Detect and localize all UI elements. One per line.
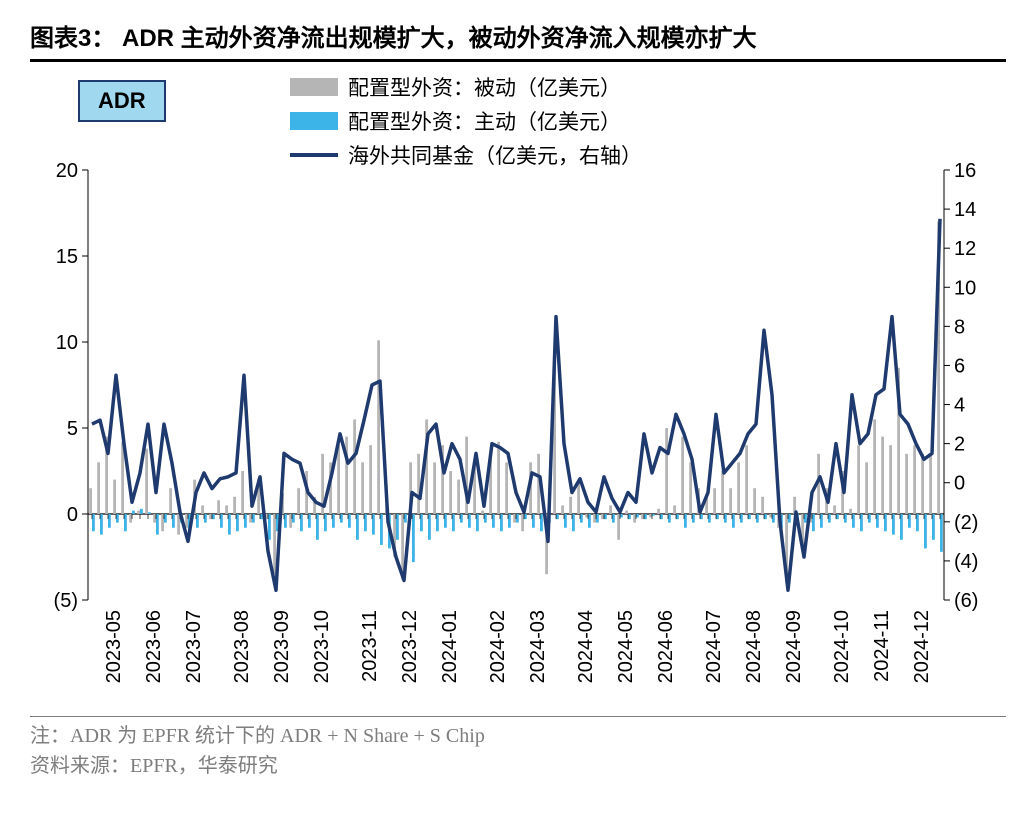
legend-label-passive: 配置型外资：被动（亿美元） xyxy=(348,72,621,102)
chart-title: 图表3： ADR 主动外资净流出规模扩大，被动外资净流入规模亦扩大 xyxy=(30,18,1006,62)
svg-text:8: 8 xyxy=(954,316,965,338)
legend-line-fund xyxy=(290,153,338,157)
svg-text:2024-10: 2024-10 xyxy=(831,610,853,683)
legend: 配置型外资：被动（亿美元） 配置型外资：主动（亿美元） 海外共同基金（亿美元，右… xyxy=(290,72,642,174)
svg-text:5: 5 xyxy=(67,418,78,440)
chart-footer: 注：ADR 为 EPFR 统计下的 ADR + N Share + S Chip… xyxy=(30,716,1006,781)
svg-text:16: 16 xyxy=(954,160,976,182)
legend-swatch-active xyxy=(290,112,338,130)
footer-note: 注：ADR 为 EPFR 统计下的 ADR + N Share + S Chip xyxy=(30,721,1006,751)
svg-text:(5): (5) xyxy=(54,590,78,612)
svg-text:2024-09: 2024-09 xyxy=(783,610,805,683)
legend-swatch-passive xyxy=(290,78,338,96)
legend-label-fund: 海外共同基金（亿美元，右轴） xyxy=(348,140,642,170)
svg-text:0: 0 xyxy=(67,504,78,526)
svg-text:15: 15 xyxy=(56,246,78,268)
svg-text:6: 6 xyxy=(954,355,965,377)
svg-text:(6): (6) xyxy=(954,590,978,612)
legend-item-active: 配置型外资：主动（亿美元） xyxy=(290,106,642,136)
legend-item-fund: 海外共同基金（亿美元，右轴） xyxy=(290,140,642,170)
svg-text:(4): (4) xyxy=(954,551,978,573)
svg-text:2024-11: 2024-11 xyxy=(871,610,893,682)
svg-text:10: 10 xyxy=(56,332,78,354)
svg-text:14: 14 xyxy=(954,199,976,221)
svg-text:2023-10: 2023-10 xyxy=(311,610,333,683)
svg-text:2023-08: 2023-08 xyxy=(231,610,253,683)
svg-text:2023-09: 2023-09 xyxy=(271,610,293,683)
svg-text:2024-03: 2024-03 xyxy=(527,610,549,683)
footer-source: 资料来源：EPFR，华泰研究 xyxy=(30,751,1006,781)
svg-text:2023-05: 2023-05 xyxy=(103,610,125,683)
svg-text:2023-07: 2023-07 xyxy=(183,610,205,683)
svg-text:10: 10 xyxy=(954,277,976,299)
svg-text:0: 0 xyxy=(954,473,965,495)
svg-text:12: 12 xyxy=(954,238,976,260)
svg-text:2024-08: 2024-08 xyxy=(743,610,765,683)
svg-text:2024-01: 2024-01 xyxy=(439,610,461,683)
svg-text:4: 4 xyxy=(954,395,965,417)
svg-text:2024-07: 2024-07 xyxy=(703,610,725,683)
svg-text:2024-04: 2024-04 xyxy=(575,610,597,683)
svg-text:2024-12: 2024-12 xyxy=(911,610,933,683)
svg-text:2023-11: 2023-11 xyxy=(359,610,381,682)
legend-item-passive: 配置型外资：被动（亿美元） xyxy=(290,72,642,102)
chart-area: ADR 配置型外资：被动（亿美元） 配置型外资：主动（亿美元） 海外共同基金（亿… xyxy=(30,70,1006,710)
svg-text:2024-05: 2024-05 xyxy=(615,610,637,683)
svg-text:2024-06: 2024-06 xyxy=(655,610,677,683)
legend-label-active: 配置型外资：主动（亿美元） xyxy=(348,106,621,136)
svg-text:(2): (2) xyxy=(954,512,978,534)
svg-text:20: 20 xyxy=(56,160,78,182)
svg-text:2023-06: 2023-06 xyxy=(143,610,165,683)
svg-text:2024-02: 2024-02 xyxy=(487,610,509,683)
svg-text:2: 2 xyxy=(954,434,965,456)
svg-text:2023-12: 2023-12 xyxy=(399,610,421,683)
adr-badge: ADR xyxy=(78,80,166,122)
